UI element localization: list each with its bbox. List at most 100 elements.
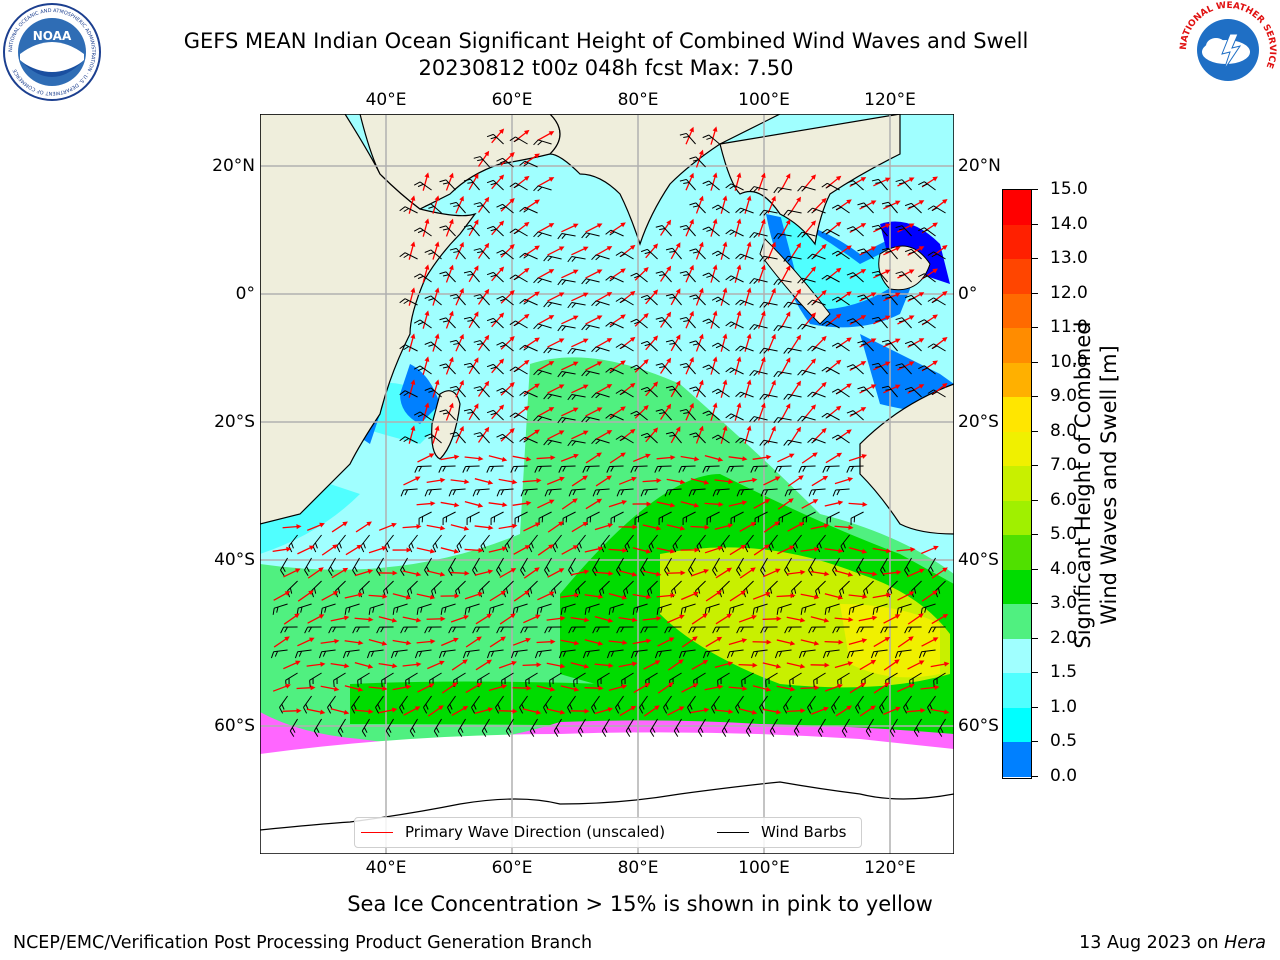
wind-barb [533,369,552,376]
wave-direction-arrow [608,547,628,553]
wind-barb [466,511,480,526]
wave-direction-arrow [824,593,844,600]
lat-tick-right-20N: 20°N [958,156,1001,176]
wind-barb [689,386,706,398]
wave-direction-arrow [585,269,603,279]
wind-barb [848,603,864,615]
wind-barb [655,271,672,283]
wind-barb [605,413,624,421]
wave-direction-arrow [787,522,805,532]
wind-barb [649,718,658,737]
wind-barb [519,252,538,260]
wind-barb [822,649,840,659]
wave-direction-arrow [810,706,829,715]
wind-barb [759,255,778,262]
wind-barb [783,301,802,308]
wave-direction-arrow [645,381,659,397]
wind-barb [706,511,720,526]
lat-tick-left-60S: 60°S [214,716,255,736]
wind-barb [352,626,370,634]
wind-barb [473,294,490,306]
wave-direction-arrow [657,682,674,694]
wave-direction-arrow [537,223,555,233]
wind-barb [558,465,576,473]
wind-barb [361,718,370,737]
wind-barb [457,718,466,737]
wind-barb [544,626,562,634]
wind-barb [439,225,456,237]
wave-direction-arrow [763,476,781,486]
wind-barb [665,293,682,306]
wave-direction-arrow [859,292,877,302]
wind-barb [927,389,946,398]
wind-barb [918,227,936,237]
wave-direction-arrow [656,593,676,599]
wind-barb [272,603,288,615]
colorbar-tick-mark [1032,776,1038,777]
wind-barb [904,340,922,352]
wave-direction-arrow [738,477,758,484]
wind-barb [496,203,514,214]
nws-logo: NATIONAL WEATHER SERVICE [1179,1,1277,98]
wind-barb [509,366,528,375]
wind-barb [784,557,792,576]
wind-barb [557,233,576,240]
wind-barb [721,718,730,737]
legend-primary-wave-label: Primary Wave Direction (unscaled) [405,823,666,841]
wind-barb [543,301,562,308]
wind-barb [759,695,768,714]
wind-barb [640,248,658,260]
wind-barb [856,626,874,634]
wind-barb [839,580,850,598]
wave-direction-arrow [790,426,802,443]
wind-barb [632,603,648,615]
wind-barb [464,603,480,615]
wave-direction-arrow [744,379,752,398]
wave-direction-arrow [897,361,915,371]
wind-barb [807,299,826,306]
wave-direction-arrow [695,425,704,444]
wave-direction-arrow [432,195,440,214]
wind-barb [904,557,912,576]
wind-barb [318,649,336,659]
wind-barb [486,465,504,473]
wind-barb [678,649,696,659]
wave-direction-arrow [800,685,820,691]
wave-direction-arrow [392,684,412,691]
wave-direction-arrow [546,476,565,485]
wave-direction-arrow [546,708,566,715]
wave-direction-arrow [800,639,820,646]
wind-barb [504,534,514,553]
wind-barb [711,434,730,444]
wind-barb [904,248,922,260]
wind-barb [679,362,696,375]
wind-barb [793,718,802,737]
colorbar-tick-mark [1032,603,1038,605]
colorbar-swatch [1003,328,1031,364]
wind-barb [581,278,600,285]
wind-barb [424,488,442,497]
wind-barb [424,341,442,352]
wind-barb [857,386,874,398]
wave-direction-arrow [695,333,704,352]
wind-barb [573,672,586,688]
wind-barb [735,345,754,352]
wave-direction-arrow [571,521,589,533]
wind-barb [280,557,288,576]
colorbar-tick-label: 0.5 [1050,731,1078,752]
wind-barb [904,386,922,398]
wave-direction-arrow [297,545,315,555]
wave-direction-arrow [500,244,515,258]
wave-direction-arrow [537,499,555,509]
wind-barb [576,534,586,553]
wave-direction-arrow [834,570,854,577]
wave-direction-arrow [763,568,781,578]
wind-barb [744,534,754,553]
wave-direction-arrow [474,569,494,576]
wind-barb [342,649,360,659]
wave-direction-arrow [739,522,757,532]
wind-barb [665,339,682,352]
wave-direction-arrow [643,660,661,670]
lat-tick-right-40S: 40°S [958,550,999,570]
wind-barb [745,718,754,737]
